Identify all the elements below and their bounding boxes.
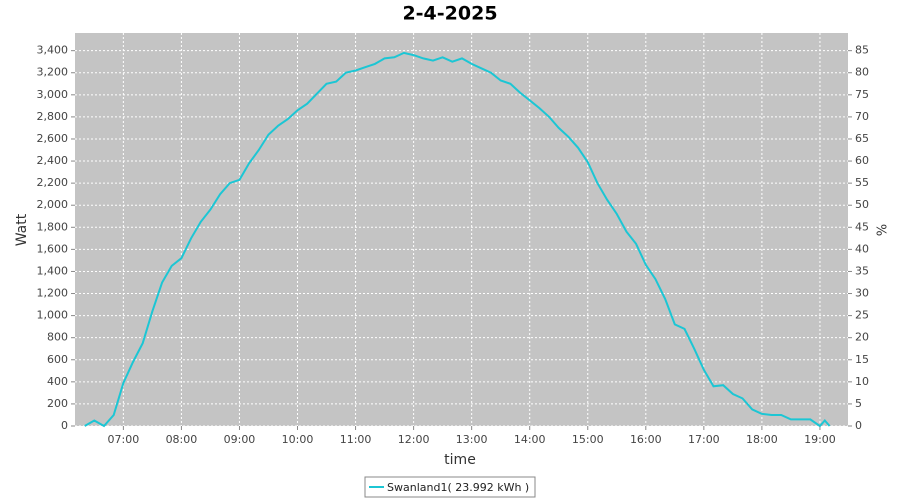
y-tick-label: 1,600 [37, 242, 69, 255]
series-line [84, 51, 831, 428]
x-tick-label: 16:00 [630, 433, 662, 446]
x-tick-label: 11:00 [340, 433, 372, 446]
x-tick-label: 18:00 [746, 433, 778, 446]
y-tick-label: 2,000 [37, 198, 69, 211]
y2-tick-label: 50 [855, 198, 869, 211]
y-axis-label: Watt [14, 213, 30, 246]
y2-tick-label: 65 [855, 132, 869, 145]
y-tick-label: 0 [61, 419, 68, 432]
y-tick-label: 2,200 [37, 176, 69, 189]
y-tick-label: 800 [47, 331, 68, 344]
y-tick-label: 2,400 [37, 154, 69, 167]
y-tick-label: 2,600 [37, 132, 69, 145]
y2-tick-label: 35 [855, 264, 869, 277]
x-tick-label: 19:00 [804, 433, 836, 446]
x-tick-label: 14:00 [514, 433, 546, 446]
x-axis-label: time [444, 452, 476, 468]
chart-title: 2-4-2025 [402, 3, 497, 25]
y2-tick-label: 40 [855, 242, 869, 255]
y2-tick-label: 0 [855, 419, 862, 432]
y2-tick-label: 70 [855, 110, 869, 123]
y2-tick-label: 30 [855, 287, 869, 300]
y2-tick-label: 15 [855, 353, 869, 366]
x-tick-label: 15:00 [572, 433, 604, 446]
x-tick-label: 12:00 [398, 433, 430, 446]
y2-tick-label: 45 [855, 220, 869, 233]
y2-tick-label: 80 [855, 66, 869, 79]
y-tick-label: 3,200 [37, 66, 69, 79]
x-tick-label: 08:00 [166, 433, 198, 446]
y-tick-label: 1,200 [37, 287, 69, 300]
y-tick-label: 400 [47, 375, 68, 388]
y-tick-label: 1,800 [37, 220, 69, 233]
y2-tick-label: 25 [855, 309, 869, 322]
y-tick-label: 2,800 [37, 110, 69, 123]
y2-tick-label: 20 [855, 331, 869, 344]
y-tick-label: 1,000 [37, 309, 69, 322]
y2-tick-label: 55 [855, 176, 869, 189]
x-tick-label: 17:00 [688, 433, 720, 446]
y-tick-label: 3,400 [37, 44, 69, 57]
y2-tick-label: 75 [855, 88, 869, 101]
y2-tick-label: 60 [855, 154, 869, 167]
legend-label: Swanland1( 23.992 kWh ) [387, 481, 529, 494]
y2-tick-label: 85 [855, 44, 869, 57]
y2-axis-label: % [873, 224, 888, 236]
y-tick-label: 600 [47, 353, 68, 366]
y-tick-label: 3,000 [37, 88, 69, 101]
plot-area [75, 33, 848, 426]
y-tick-label: 200 [47, 397, 68, 410]
x-tick-label: 13:00 [456, 433, 488, 446]
y-tick-label: 1,400 [37, 264, 69, 277]
y2-tick-label: 5 [855, 397, 862, 410]
x-tick-label: 10:00 [282, 433, 314, 446]
x-tick-label: 09:00 [224, 433, 256, 446]
legend [364, 476, 536, 498]
y2-tick-label: 10 [855, 375, 869, 388]
x-tick-label: 07:00 [108, 433, 140, 446]
